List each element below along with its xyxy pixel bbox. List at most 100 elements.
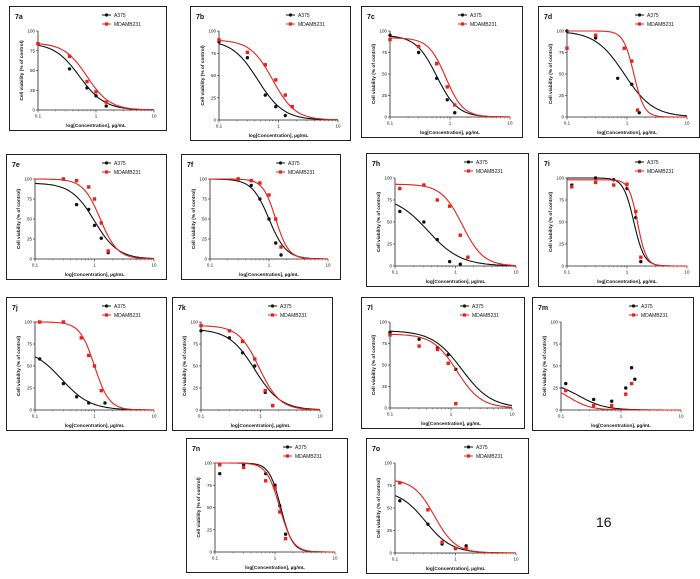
legend-marker-a375 [637,13,642,17]
x-tick-label: 10 [513,557,519,562]
x-tick-label: 1 [268,263,271,268]
legend-marker-mdamb231 [104,22,109,26]
data-point-mdamb231 [38,320,42,324]
data-point-a375 [245,56,250,60]
x-tick-label: 1 [95,114,98,119]
y-tick-label: 75 [193,342,199,347]
data-point-a375 [610,399,614,403]
x-tick-label: 0.1 [564,270,571,275]
fit-curve-mdamb231 [210,178,328,260]
fit-curve-a375 [566,32,688,117]
x-tick-label: 1 [93,414,96,419]
data-point-mdamb231 [434,61,439,66]
fit-curve-a375 [389,330,513,407]
data-point-mdamb231 [99,221,103,225]
legend-marker-a375 [270,304,275,308]
legend-label: A375 [114,13,126,19]
fit-curve-a375 [215,462,335,553]
y-tick-label: 100 [190,320,198,325]
data-point-mdamb231 [466,255,470,259]
chart-svg-7c: 7c 0 25 50 75 100 0.1 1 10 log[Concentration], µg… [367,13,513,136]
y-tick-label: 0 [209,550,212,555]
data-point-a375 [99,236,103,240]
chart-svg-7a: 7a 0 25 50 75 100 0.1 1 10 log[Concentration], µg… [15,13,157,129]
y-tick-label: 75 [387,483,393,488]
x-tick-label: 10 [678,414,684,419]
data-point-a375 [398,499,402,503]
data-point-mdamb231 [217,38,221,42]
data-point-a375 [38,357,42,361]
y-axis-label: Cell viability (% of control) [371,43,377,104]
data-point-a375 [74,395,79,399]
x-tick-label: 10 [513,270,519,275]
legend-marker-mdamb231 [631,313,636,317]
x-tick-label: 10 [317,414,323,419]
y-tick-label: 50 [559,220,565,225]
data-point-mdamb231 [236,177,240,181]
legend-marker-mdamb231 [288,22,293,26]
legend-marker-a375 [104,161,109,165]
data-point-mdamb231 [570,185,574,189]
data-point-mdamb231 [591,403,596,408]
data-point-mdamb231 [447,204,452,208]
y-tick-label: 0 [389,551,392,556]
x-tick-label: 10 [332,556,338,561]
y-tick-label: 75 [559,198,565,203]
data-point-mdamb231 [106,249,110,253]
chart-svg-7h: 7h 0 25 50 75 100 0.1 1 10 log[Concentration], µg… [372,160,519,285]
y-axis-label: Cell viability (% of control) [16,335,22,396]
y-tick-label: 75 [211,51,217,56]
data-point-a375 [564,381,568,386]
data-point-mdamb231 [74,178,79,183]
x-axis-label: log[Concentration], µg/mL [597,130,657,136]
chart-panel-7d: 7d 0 25 50 75 100 0.1 1 10 log[Concentration], µg… [538,6,700,138]
y-tick-label: 50 [193,364,199,369]
panel-label: 7k [178,305,186,312]
fit-curve-mdamb231 [390,37,511,118]
y-tick-label: 0 [195,408,198,413]
y-axis-label: Cell viability (% of control) [376,477,382,538]
y-tick-label: 25 [559,93,565,98]
data-point-a375 [591,397,596,402]
data-point-a375 [616,76,620,81]
legend-marker-mdamb231 [637,22,642,26]
data-point-a375 [104,104,108,108]
legend-marker-mdamb231 [460,22,465,26]
data-point-mdamb231 [267,193,271,197]
data-point-mdamb231 [263,388,267,393]
y-tick-label: 25 [27,386,33,391]
y-tick-label: 75 [30,48,36,53]
panel-label: 7c [367,14,375,21]
x-tick-label: 0.1 [387,121,394,126]
data-point-a375 [593,36,598,40]
x-tick-label: 0.1 [212,556,219,561]
y-tick-label: 75 [27,197,33,202]
x-axis-label: log[Concentration], µg/mL [426,566,486,572]
fit-curve-a375 [200,329,321,411]
data-point-a375 [283,113,287,118]
y-axis-label: Cell viability (% of control) [371,334,377,395]
legend-marker-a375 [631,304,636,308]
chart-svg-7m: 7m 0 25 50 75 100 0.1 1 10 log[Concentration], µg… [538,304,684,429]
y-tick-label: 0 [561,115,564,120]
data-point-a375 [464,544,468,548]
legend-label: A375 [476,445,488,451]
legend-marker-mdamb231 [270,313,275,317]
x-tick-label: 10 [151,263,157,268]
x-axis-label: log[Concentration], µg/mL [426,279,486,285]
data-point-mdamb231 [279,245,283,249]
data-point-a375 [199,329,203,333]
y-tick-label: 0 [389,264,392,269]
y-tick-label: 100 [556,176,564,181]
legend-label: A375 [476,160,488,166]
chart-svg-7o: 7o 0 25 50 75 100 0.1 1 10 log[Concentration], µg… [372,445,519,572]
x-tick-label: 1 [93,263,96,268]
data-point-a375 [87,207,91,212]
legend-label: MDAMB231 [470,22,497,28]
data-point-a375 [458,262,462,266]
legend-marker-mdamb231 [278,170,283,174]
panel-label: 7f [187,162,194,169]
y-axis-label: Cell viability (% of control) [196,477,202,538]
data-point-mdamb231 [104,100,108,104]
data-point-mdamb231 [440,540,444,544]
